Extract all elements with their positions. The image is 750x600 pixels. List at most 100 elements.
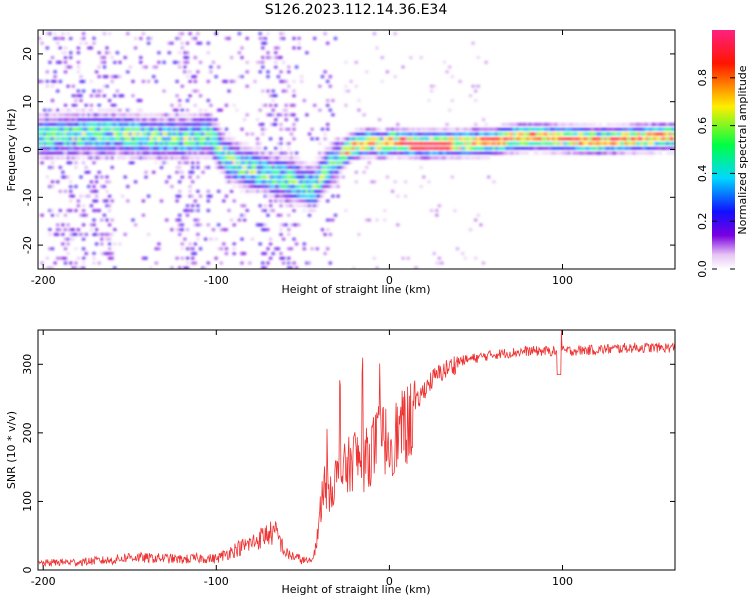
spectrogram-cell [144,65,148,69]
spectrogram-cell [411,132,415,136]
spectrogram-cell [71,237,75,241]
spectrogram-cell [217,142,221,145]
spectrogram-cell [671,137,675,141]
spectrogram-cell [232,151,236,155]
spectrogram-cell [334,142,337,145]
spectrogram-cell [432,252,436,255]
spectrogram-cell [648,142,652,145]
spectrogram-cell [232,199,236,203]
spectrogram-cell [240,161,244,164]
spectrogram-cell [370,128,374,131]
spectrogram-cell [341,161,345,164]
spectrogram-cell [297,171,301,174]
spectrogram-cell [466,137,470,141]
spectrogram-cell [196,118,200,121]
spectrogram-cell [289,132,293,136]
spectrogram-cell [113,147,117,150]
spectrogram-y-tick-label: 0 [21,146,34,153]
spectrogram-cell [645,132,649,136]
spectrogram-cell [209,113,213,117]
spectrogram-cell [352,132,356,136]
spectrogram-cell [230,56,234,59]
spectrogram-cell [58,132,62,136]
spectrogram-cell [305,261,309,265]
spectrogram-cell [74,142,78,145]
spectrogram-cell [622,142,626,145]
spectrogram-cell [212,123,215,126]
spectrogram-cell [43,137,47,141]
spectrogram-cell [97,104,101,107]
spectrogram-cell [269,137,273,141]
spectrogram-cell [266,171,270,174]
spectrogram-cell [74,185,78,188]
spectrogram-cell [292,223,296,227]
spectrogram-cell [69,65,73,69]
spectrogram-cell [53,75,57,78]
spectrogram-cell [292,37,296,40]
spectrogram-cell [105,142,109,145]
spectrogram-cell [295,223,299,227]
spectrogram-cell [344,166,348,169]
spectrogram-cell [87,156,91,160]
spectrogram-cell [74,209,78,212]
spectrogram-cell [588,151,592,155]
spectrogram-cell [160,137,163,141]
spectrogram-cell [82,37,86,40]
spectrogram-cell [258,171,262,174]
spectrogram-cell [82,113,86,117]
spectrogram-cell [554,128,558,131]
spectrogram-cell [263,204,267,207]
spectrogram-cell [209,194,213,198]
spectrogram-cell [227,132,231,136]
spectrogram-cell [533,137,537,141]
spectrogram-cell [38,147,41,150]
spectrogram-cell [147,137,151,141]
spectrogram-cell [71,147,75,150]
spectrogram-cell [193,118,197,121]
spectrogram-cell [193,156,197,160]
spectrogram-cell [193,223,197,227]
spectrogram-cell [141,32,145,35]
spectrogram-cell [40,118,44,121]
spectrogram-cell [284,104,288,107]
spectrogram-cell [45,46,49,50]
spectrogram-cell [308,209,311,212]
spectrogram-cell [108,123,112,126]
spectrogram-cell [269,204,273,207]
spectrogram-cell [248,156,252,160]
spectrogram-cell [328,261,332,265]
spectrogram-cell [217,123,221,126]
spectrogram-cell [578,151,582,155]
spectrogram-cell [87,185,91,188]
spectrogram-cell [170,185,174,188]
spectrogram-cell [282,156,286,160]
spectrogram-cell [443,61,446,64]
spectrogram-cell [266,51,270,54]
spectrogram-cell [232,180,236,184]
spectrogram-cell [276,247,280,250]
spectrogram-cell [108,113,112,117]
spectrogram-cell [230,166,234,169]
spectrogram-cell [144,175,148,179]
spectrogram-cell [87,194,91,198]
spectrogram-cell [349,151,353,155]
spectrogram-cell [585,137,589,141]
spectrogram-cell [186,132,189,136]
spectrogram-cell [178,147,182,150]
spectrogram-cell [100,118,104,121]
spectrogram-cell [632,128,636,131]
spectrogram-cell [147,156,151,160]
spectrogram-cell [191,75,195,78]
spectrogram-cell [97,233,101,236]
spectrogram-cell [45,85,49,88]
spectrogram-cell [287,194,291,198]
spectrogram-cell [69,123,73,126]
spectrogram-cell [178,171,182,174]
spectrogram-cell [396,223,400,227]
spectrogram-cell [193,56,197,59]
spectrogram-cell [585,132,589,136]
spectrogram-cell [243,166,247,169]
spectrogram-cell [533,128,537,131]
spectrogram-cell [287,214,291,217]
spectrogram-cell [632,123,636,126]
